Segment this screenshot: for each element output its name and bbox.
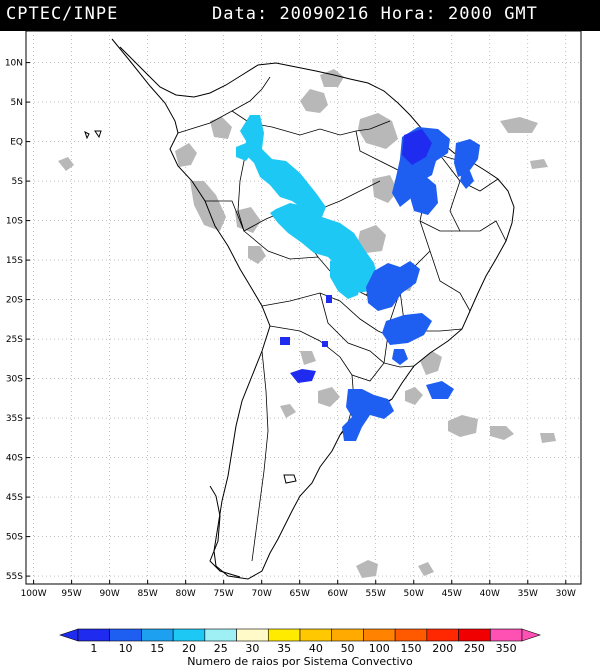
lon-label: 70W [252,589,272,599]
system-blue-south-1 [392,349,408,365]
legend-swatch [77,628,111,642]
lat-label: EQ [10,138,23,148]
lon-label: 65W [290,589,310,599]
map-frame [25,31,582,585]
latitude-labels: 10N 5N EQ 5S 10S 15S 20S 25S 30S 35S 40S 45S 50S 55S [5,59,24,582]
legend-tick-label: 40 [309,642,323,655]
legend-tick-label: 30 [245,642,259,655]
legend-tick-label: 1 [90,642,97,655]
system-cyan-north [240,115,326,217]
legend-swatch [204,628,237,642]
legend-swatch [267,628,301,642]
time-value: 2000 GMT [448,4,538,24]
system-blue-coast [460,171,474,189]
system-blue-east [454,139,480,177]
lat-label: 30S [6,375,23,385]
longitude-labels: 100W 95W 90W 85W 80W 75W 70W 65W 60W 55W 50W 45W 40W… [21,589,577,599]
legend-tick-label: 35 [277,642,291,655]
lat-label: 25S [6,335,23,345]
lat-label: 35S [6,414,23,424]
color-legend: 1 10 15 20 25 30 35 40 50 100 150 200 250 350 [59,628,541,655]
system-cyan-south [330,259,360,299]
system-blue-interior [410,175,438,215]
lon-label: 100W [21,589,47,599]
lat-label: 50S [6,533,23,543]
lat-label: 45S [6,493,23,503]
legend-swatch [172,628,206,642]
legend-tick-label: 150 [401,642,422,655]
lightning-systems [236,115,480,441]
lon-label: 50W [404,589,424,599]
legend-swatch [489,628,523,642]
system-blue-south-2 [342,389,394,441]
legend-right-arrow [521,628,541,642]
lon-label: 35W [518,589,538,599]
map-header: CPTEC/INPE Data: 20090216 Hora: 2000 GMT [0,0,600,31]
system-darkblue-2 [290,369,316,383]
timestamp: Data: 20090216 Hora: 2000 GMT [212,4,538,24]
system-darkblue-1 [402,129,432,165]
system-cyan-west [236,143,252,161]
legend-swatch [109,628,142,642]
lon-label: 55W [366,589,386,599]
legend-swatch [299,628,333,642]
time-label: Hora: [380,4,437,24]
legend-tick-label: 50 [341,642,355,655]
lon-label: 85W [137,589,157,599]
legend-left-arrow [59,628,79,642]
system-blue-southeast-1 [366,261,420,311]
legend-tick-label: 200 [432,642,453,655]
lon-label: 60W [328,589,348,599]
legend-swatch [363,628,396,642]
lat-label: 10S [6,217,23,227]
system-darkblue-3 [280,337,290,345]
lon-label: 90W [99,589,119,599]
date-label: Data: [212,4,269,24]
system-darkblue-4 [326,295,332,303]
legend-swatch [458,628,491,642]
lon-label: 75W [213,589,233,599]
lon-label: 95W [61,589,81,599]
lat-label: 15S [6,256,23,266]
lat-label: 20S [6,296,23,306]
lon-label: 40W [480,589,500,599]
legend-caption: Numero de raios por Sistema Convectivo [187,655,413,668]
lon-label: 80W [175,589,195,599]
legend-tick-label: 250 [464,642,485,655]
legend-tick-label: 25 [214,642,228,655]
lightning-map: 10N5NEQ5S10S15S20S25S30S35S40S45S50S55S … [5,31,582,668]
legend-swatch [141,628,174,642]
system-blue-southeast-2 [382,313,432,345]
date-value: 20090216 [279,4,370,24]
lon-label: 45W [442,589,462,599]
system-blue-ocean [426,381,454,399]
legend-swatch [236,628,269,642]
system-darkblue-5 [322,341,328,347]
legend-tick-label: 15 [150,642,164,655]
legend-tick-label: 10 [119,642,133,655]
lat-label: 10N [5,59,23,69]
lat-label: 5N [11,98,23,108]
legend-tick-label: 100 [369,642,390,655]
legend-swatch [331,628,364,642]
lat-label: 40S [6,454,23,464]
lat-label: 5S [12,177,24,187]
legend-tick-label: 20 [182,642,196,655]
lat-label: 55S [6,572,23,582]
legend-swatch [394,628,428,642]
legend-tick-label: 350 [496,642,517,655]
legend-swatch [426,628,459,642]
source-label: CPTEC/INPE [6,4,119,24]
lon-label: 30W [556,589,576,599]
